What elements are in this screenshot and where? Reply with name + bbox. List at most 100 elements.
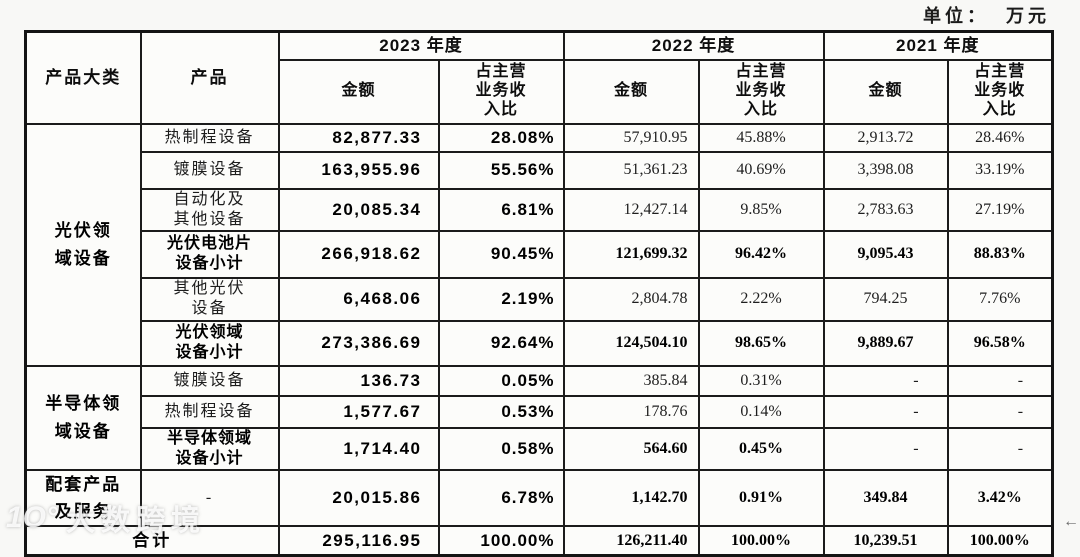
cell-amount-2023: 20,085.34 [277,187,440,232]
category-pv: 光伏领 域设备 [24,122,142,367]
cell-amount-2022: 51,361.23 [562,150,700,190]
cell-ratio-2023: 6.78% [437,468,565,527]
header-year-2022: 2022 年度 [562,30,825,61]
category-semiconductor: 半导体领 域设备 [24,364,142,471]
table-row: 自动化及 其他设备 20,085.34 6.81% 12,427.14 9.85… [26,187,1054,232]
cell-amount-2022: 385.84 [562,364,700,397]
cell-amount-2021: 349.84 [822,468,949,527]
cell-product: 光伏领域 设备小计 [139,319,280,367]
cell-amount-2021: - [822,364,949,397]
cell-product: 光伏电池片 设备小计 [139,229,280,279]
cell-ratio-2021: 28.46% [946,122,1054,153]
cell-amount-2022: 2,804.78 [562,276,700,322]
cell-ratio-2023: 92.64% [437,319,565,367]
header-year-2023: 2023 年度 [277,30,565,61]
header-row-sub: 金额 占主营 业务收 入比 金额 占主营 业务收 入比 金额 占主营 业务收 入… [26,58,1054,125]
cell-amount-2023: 136.73 [277,364,440,397]
cell-ratio-2023: 0.53% [437,394,565,429]
table-row: 配套产品 及服务 - 20,015.86 6.78% 1,142.70 0.91… [24,468,1054,527]
cell-amount-2021: - [822,426,949,471]
cell-ratio-2023: 0.58% [437,426,565,471]
cell-ratio-2021: 100.00% [946,524,1054,557]
cell-ratio-2023: 100.00% [437,524,565,557]
cell-ratio-2022: 0.14% [697,394,825,429]
header-ratio-2021: 占主营 业务收 入比 [946,58,1054,125]
cell-amount-2021: 2,913.72 [822,122,949,153]
table-row-subtotal: 光伏电池片 设备小计 266,918.62 90.45% 121,699.32 … [26,229,1054,279]
category-support: 配套产品 及服务 [24,468,142,527]
cell-ratio-2022: 9.85% [697,187,825,232]
cell-ratio-2021: 27.19% [946,187,1054,232]
cell-amount-2023: 295,116.95 [277,524,440,557]
cell-amount-2022: 121,699.32 [562,229,700,279]
cell-amount-2023: 1,714.40 [277,426,440,471]
cell-ratio-2022: 0.31% [697,364,825,397]
cell-amount-2023: 20,015.86 [277,468,440,527]
header-year-2021: 2021 年度 [822,30,1054,61]
table-row-subtotal: 半导体领域 设备小计 1,714.40 0.58% 564.60 0.45% -… [26,426,1054,471]
cell-ratio-2021: - [946,426,1054,471]
cell-ratio-2022: 2.22% [697,276,825,322]
cell-amount-2022: 564.60 [562,426,700,471]
cell-amount-2021: - [822,394,949,429]
cell-amount-2022: 12,427.14 [562,187,700,232]
cell-amount-2022: 124,504.10 [562,319,700,367]
cell-ratio-2022: 0.91% [697,468,825,527]
cell-amount-2022: 1,142.70 [562,468,700,527]
header-ratio-2022: 占主营 业务收 入比 [697,58,825,125]
header-ratio-2023: 占主营 业务收 入比 [437,58,565,125]
table-row: 半导体领 域设备 镀膜设备 136.73 0.05% 385.84 0.31% … [24,364,1054,471]
header-amount-2021: 金额 [822,58,949,125]
cell-amount-2021: 2,783.63 [822,187,949,232]
cell-amount-2023: 266,918.62 [277,229,440,279]
unit-label: 单位： 万元 [923,6,1050,26]
cell-ratio-2023: 6.81% [437,187,565,232]
cell-amount-2023: 1,577.67 [277,394,440,429]
table-row: 光伏领 域设备 热制程设备 82,877.33 28.08% 57,910.95… [24,122,1054,367]
back-arrow-icon: ← [1063,513,1079,530]
revenue-table: 产品大类 产品 2023 年度 2022 年度 2021 年度 金额 占主营 业… [24,30,1055,557]
cell-ratio-2023: 2.19% [437,276,565,322]
cell-amount-2023: 273,386.69 [277,319,440,367]
cell-ratio-2023: 0.05% [437,364,565,397]
cell-product: 热制程设备 [139,122,280,153]
total-label: 合计 [24,524,280,557]
cell-ratio-2022: 0.45% [697,426,825,471]
table-row-subtotal: 光伏领域 设备小计 273,386.69 92.64% 124,504.10 9… [26,319,1054,367]
cell-amount-2022: 126,211.40 [562,524,700,557]
header-amount-2023: 金额 [277,58,440,125]
table-row: 其他光伏 设备 6,468.06 2.19% 2,804.78 2.22% 79… [26,276,1054,322]
cell-amount-2022: 178.76 [562,394,700,429]
cell-amount-2021: 794.25 [822,276,949,322]
cell-ratio-2021: - [946,364,1054,397]
header-amount-2022: 金额 [562,58,700,125]
cell-ratio-2022: 40.69% [697,150,825,190]
cell-ratio-2021: 7.76% [946,276,1054,322]
cell-amount-2021: 9,095.43 [822,229,949,279]
cell-amount-2021: 3,398.08 [822,150,949,190]
table-row-total: 合计 295,116.95 100.00% 126,211.40 100.00%… [24,524,1054,557]
cell-amount-2023: 163,955.96 [277,150,440,190]
cell-ratio-2021: 88.83% [946,229,1054,279]
cell-product: - [139,468,280,527]
cell-amount-2023: 6,468.06 [277,276,440,322]
cell-ratio-2021: 96.58% [946,319,1054,367]
cell-ratio-2022: 100.00% [697,524,825,557]
cell-product: 其他光伏 设备 [139,276,280,322]
cell-amount-2021: 9,889.67 [822,319,949,367]
header-category: 产品大类 [24,30,142,125]
cell-ratio-2021: - [946,394,1054,429]
cell-product: 半导体领域 设备小计 [139,426,280,471]
cell-ratio-2021: 33.19% [946,150,1054,190]
cell-ratio-2022: 45.88% [697,122,825,153]
cell-amount-2021: 10,239.51 [822,524,949,557]
cell-ratio-2022: 98.65% [697,319,825,367]
cell-ratio-2021: 3.42% [946,468,1054,527]
table-row: 热制程设备 1,577.67 0.53% 178.76 0.14% - - [26,394,1054,429]
cell-amount-2023: 82,877.33 [277,122,440,153]
cell-product: 自动化及 其他设备 [139,187,280,232]
cell-ratio-2023: 90.45% [437,229,565,279]
cell-product: 热制程设备 [139,394,280,429]
cell-ratio-2023: 55.56% [437,150,565,190]
cell-product: 镀膜设备 [139,150,280,190]
